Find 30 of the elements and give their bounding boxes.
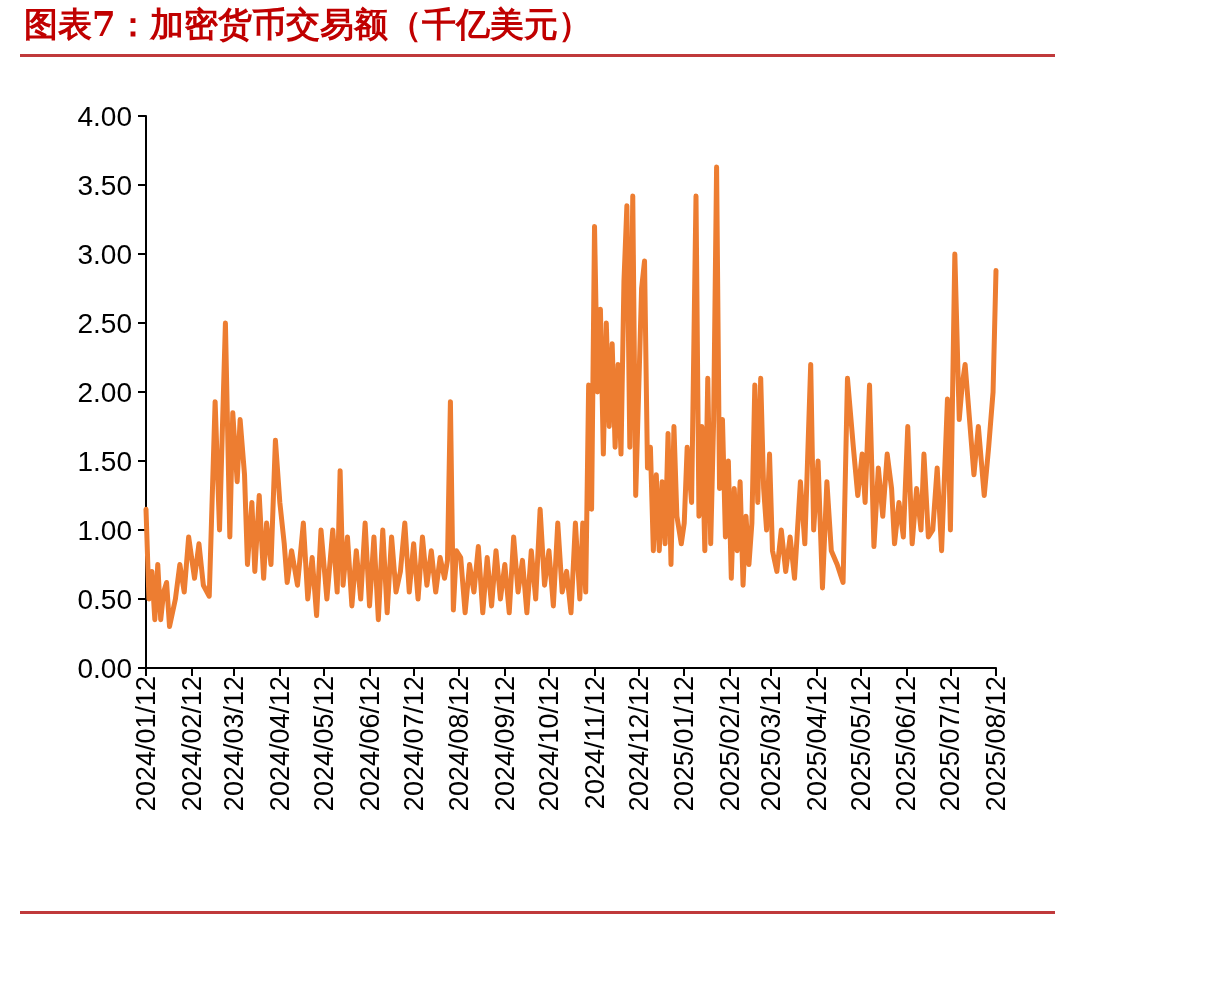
x-tick-label: 2024/07/12 — [398, 676, 429, 812]
x-tick-label: 2024/06/12 — [354, 676, 385, 812]
x-tick-label: 2024/12/12 — [623, 676, 654, 812]
x-tick-label: 2024/09/12 — [489, 676, 520, 812]
y-tick-label: 2.50 — [77, 307, 132, 339]
y-tick-label: 2.00 — [77, 376, 132, 408]
y-tick-label: 4.00 — [77, 100, 132, 132]
x-tick-label: 2025/06/12 — [891, 676, 922, 812]
x-tick-label: 2024/01/12 — [131, 676, 161, 812]
x-tick-label: 2025/02/12 — [714, 676, 745, 812]
x-tick-label: 2024/04/12 — [264, 676, 295, 812]
x-tick-label: 2025/03/12 — [756, 676, 786, 812]
x-tick-label: 2024/05/12 — [308, 676, 339, 812]
y-tick-label: 3.50 — [77, 169, 132, 201]
x-tick-label: 2025/08/12 — [981, 676, 1011, 812]
x-tick-label: 2024/08/12 — [444, 676, 475, 812]
x-tick-label: 2025/04/12 — [801, 676, 832, 812]
x-tick-label: 2024/02/12 — [176, 676, 207, 812]
y-tick-label: 0.00 — [77, 652, 132, 684]
x-tick-label: 2024/10/12 — [533, 676, 564, 812]
x-tick-label: 2025/01/12 — [669, 676, 700, 812]
x-tick-label: 2025/07/12 — [935, 676, 966, 812]
x-tick-label: 2025/05/12 — [845, 676, 876, 812]
y-tick-label: 3.00 — [77, 238, 132, 270]
y-tick-label: 0.50 — [77, 583, 132, 615]
y-tick-label: 1.50 — [77, 445, 132, 477]
x-tick-label: 2024/03/12 — [219, 676, 250, 812]
chart-title: 图表7：加密货币交易额（千亿美元） — [24, 3, 592, 46]
x-tick-label: 2024/11/12 — [579, 676, 610, 810]
y-tick-label: 1.00 — [77, 514, 132, 546]
